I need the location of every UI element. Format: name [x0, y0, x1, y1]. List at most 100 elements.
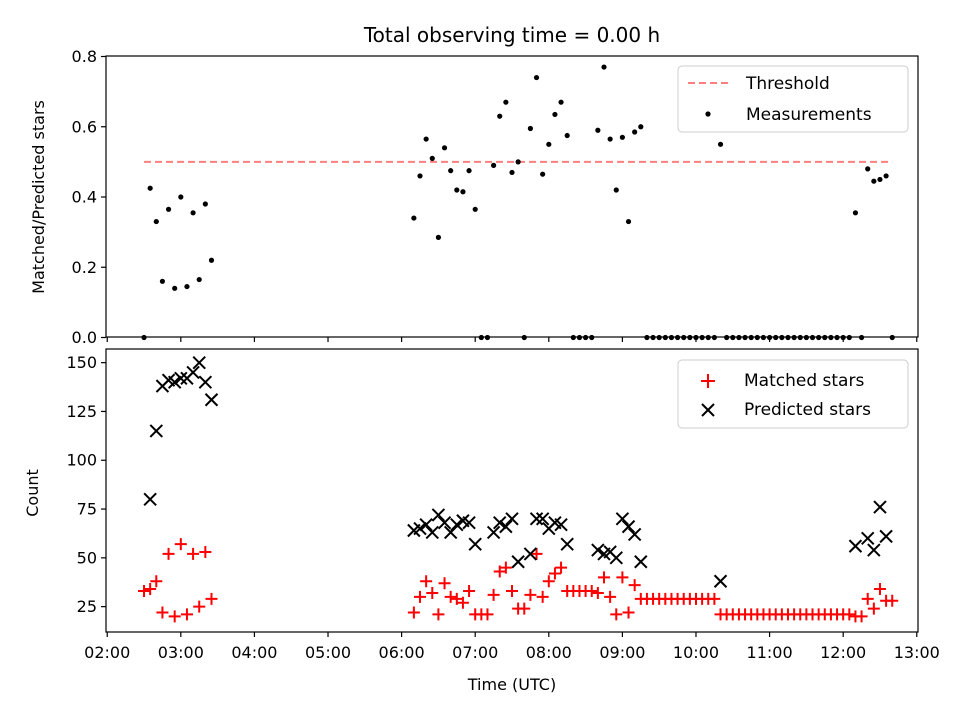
matched-star-point	[628, 579, 641, 592]
bottom-y-tick-label: 75	[77, 500, 97, 519]
matched-star-point	[499, 561, 512, 574]
bottom-plot-frame	[105, 348, 919, 633]
x-tick-label: 03:00	[158, 643, 204, 662]
measurement-point	[638, 124, 644, 130]
measurement-point	[552, 111, 558, 118]
bottom-y-tick-label: 125	[66, 402, 97, 421]
measurement-point	[509, 169, 515, 176]
top-y-tick-label: 0.0	[72, 328, 97, 347]
legend-predicted-swatch	[701, 403, 715, 417]
matched-star-point	[555, 561, 568, 574]
measurement-point	[852, 210, 859, 216]
bottom-x-ticks: 02:00 03:00 04:00 05:00 06:00 07:00 08:00 09:00…	[84, 632, 940, 662]
matched-star-point	[524, 588, 537, 601]
top-y-axis-label: Matched/Predicted stars	[29, 100, 48, 294]
top-chart-title: Total observing time = 0.00 h	[363, 23, 660, 47]
matched-star-point	[591, 586, 604, 599]
measurement-point	[435, 234, 442, 240]
x-tick-label: 02:00	[84, 643, 130, 662]
x-tick-label: 08:00	[526, 643, 572, 662]
matched-star-point	[861, 592, 874, 605]
legend-measurements-label: Measurements	[746, 105, 872, 125]
top-y-ticks: 0.0 0.2 0.4 0.6 0.8	[72, 47, 106, 347]
bottom-legend-box	[677, 359, 909, 429]
predicted-star-point	[204, 393, 219, 407]
predicted-star-point	[174, 371, 188, 385]
matched-star-point	[432, 608, 445, 621]
matched-star-point	[144, 583, 157, 596]
measurement-point	[417, 173, 423, 179]
measurement-point	[564, 132, 570, 139]
matched-star-point	[708, 592, 721, 605]
x-tick-label: 06:00	[379, 643, 425, 662]
measurement-point	[448, 168, 454, 174]
legend-matched-label: Matched stars	[744, 371, 864, 391]
matched-star-point	[542, 575, 555, 588]
bottom-legend: Matched stars Predicted stars	[677, 359, 909, 429]
matched-star-point	[168, 610, 181, 623]
bottom-y-tick-label: 100	[66, 451, 97, 470]
legend-predicted-label: Predicted stars	[744, 400, 871, 420]
matched-star-point	[444, 590, 457, 603]
matched-star-point	[426, 586, 439, 599]
measurement-point	[190, 210, 196, 216]
predicted-star-point	[143, 492, 157, 506]
predicted-star-point	[167, 375, 182, 389]
matched-star-point	[585, 585, 598, 598]
matched-star-point	[604, 590, 617, 603]
matched-star-point	[873, 583, 886, 596]
measurement-point	[619, 134, 625, 140]
predicted-star-point	[425, 525, 439, 540]
predicted-star-point	[523, 547, 538, 561]
measurement-point	[454, 187, 460, 193]
matched-star-point	[463, 585, 476, 598]
measurement-point	[613, 187, 619, 193]
bottom-y-ticks: 25 50 75 100 125 150	[66, 353, 106, 616]
measurement-point	[165, 206, 172, 212]
matched-star-point	[156, 606, 169, 619]
measurement-point	[883, 173, 889, 179]
measurement-point	[466, 168, 472, 174]
top-y-tick-label: 0.2	[72, 258, 97, 277]
measurement-point	[503, 99, 509, 105]
matched-star-point	[438, 577, 451, 590]
matched-star-point	[867, 602, 880, 615]
predicted-star-point	[198, 375, 213, 389]
predicted-star-point	[848, 539, 863, 553]
matched-star-point	[481, 608, 494, 621]
measurement-point	[147, 185, 153, 191]
predicted-star-point	[615, 512, 630, 526]
matched-star-point	[530, 547, 543, 560]
top-legend-box	[677, 65, 909, 133]
predicted-star-point	[468, 537, 482, 551]
measurement-point	[196, 276, 202, 283]
predicted-star-point	[486, 525, 501, 540]
matched-star-point	[616, 571, 629, 584]
matched-star-point	[205, 592, 218, 605]
legend-matched-swatch	[701, 374, 715, 388]
matched-star-point	[843, 608, 856, 621]
predicted-star-point	[149, 424, 163, 438]
top-y-tick-label: 0.8	[72, 47, 97, 66]
measurement-point	[472, 206, 478, 212]
top-y-tick-label: 0.6	[72, 117, 97, 136]
predicted-star-point	[450, 517, 464, 532]
matched-star-point	[456, 596, 469, 609]
predicted-star-point	[186, 365, 200, 380]
x-tick-label: 04:00	[231, 643, 277, 662]
measurement-point	[153, 218, 159, 225]
measurement-point	[865, 166, 871, 172]
predicted-star-point	[873, 500, 887, 514]
matched-star-point	[174, 538, 187, 551]
matched-star-point	[548, 567, 561, 580]
matched-star-point	[199, 545, 212, 558]
predicted-star-point	[621, 519, 636, 534]
matched-star-point	[162, 547, 175, 560]
measurement-point	[717, 141, 724, 147]
measurement-point	[540, 171, 546, 177]
matched-star-point	[407, 606, 420, 619]
predicted-star-point	[634, 555, 648, 569]
measurement-point	[601, 64, 607, 70]
matched-star-point	[886, 594, 899, 607]
